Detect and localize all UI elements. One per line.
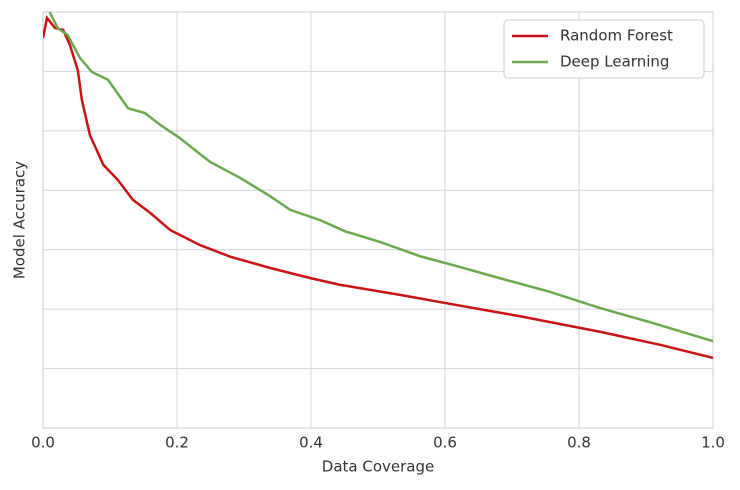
x-tick-label: 0.0 [31,434,55,452]
x-tick-label: 0.6 [433,434,457,452]
x-tick-label: 0.8 [567,434,591,452]
plot-border [42,11,714,429]
x-tick-label: 1.0 [701,434,725,452]
x-axis-label: Data Coverage [322,458,434,476]
series-line [43,15,713,360]
x-tick-label: 0.2 [165,434,189,452]
legend-label: Random Forest [560,27,673,45]
y-axis-label: Model Accuracy [11,161,29,279]
series-line [48,11,713,343]
x-tick-label: 0.4 [299,434,323,452]
legend-box [503,19,705,79]
legend-label: Deep Learning [560,53,669,71]
